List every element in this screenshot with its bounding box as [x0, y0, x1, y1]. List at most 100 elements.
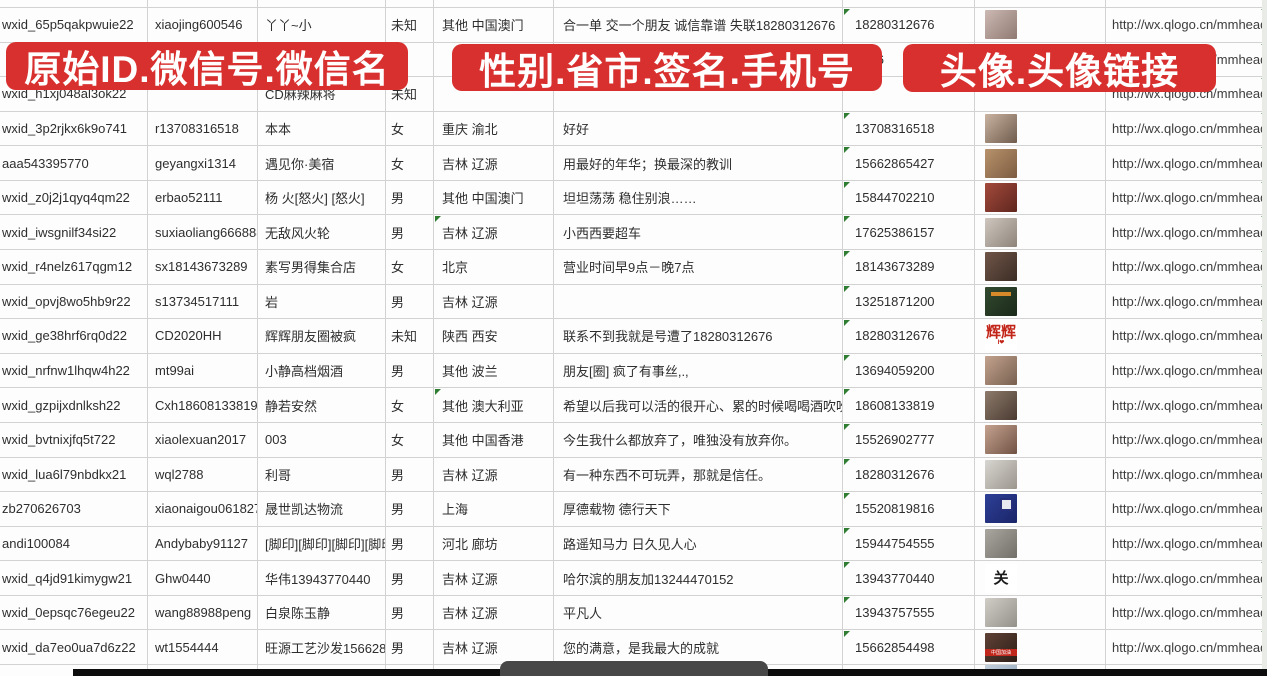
cell-wxid[interactable]: wxid_65p5qakpwuie22: [0, 8, 148, 42]
cell-avatar-link[interactable]: http://wx.qlogo.cn/mmhead: [1106, 458, 1267, 492]
cell-avatar[interactable]: 关: [975, 561, 1106, 595]
cell-gender[interactable]: 男: [386, 630, 434, 664]
cell-wechat-name[interactable]: 岩: [258, 284, 386, 319]
cell-region[interactable]: 北京: [434, 250, 554, 284]
cell-gender[interactable]: [386, 42, 434, 77]
cell-wechat-account[interactable]: sx18143673289: [148, 250, 258, 284]
cell-wxid[interactable]: wxid_gzpijxdnlksh22: [0, 388, 148, 422]
cell-phone[interactable]: 15662865427: [843, 146, 975, 180]
cell-signature[interactable]: 用最好的年华；换最深的教训: [554, 146, 843, 180]
cell-avatar[interactable]: [975, 595, 1106, 630]
cell-wxid[interactable]: wxid_q4jd91kimygw21: [0, 561, 148, 595]
cell-avatar-link[interactable]: http://wx.qlogo.cn/mmhead: [1106, 319, 1267, 353]
cell-signature[interactable]: 营业时间早9点－晚7点: [554, 250, 843, 284]
cell-region[interactable]: [434, 77, 554, 111]
cell-region[interactable]: 其他 中国澳门: [434, 8, 554, 42]
cell-wxid[interactable]: wxid_r4nelz617qgm12: [0, 250, 148, 284]
cell-wxid[interactable]: wxid_lua6l79nbdkx21: [0, 457, 148, 492]
cell-region[interactable]: 其他 中国香港: [434, 422, 554, 457]
cell-gender[interactable]: 女: [386, 422, 434, 457]
cell-phone[interactable]: 15662854498: [843, 630, 975, 664]
cell-wechat-name[interactable]: 辉辉朋友圈被疯: [258, 319, 386, 353]
cell-avatar-link[interactable]: http://wx.qlogo.cn/mmhead: [1106, 423, 1267, 457]
cell-phone[interactable]: 18143673289: [843, 250, 975, 284]
cell-avatar[interactable]: [975, 146, 1106, 180]
cell-wechat-account[interactable]: xiaojing600546: [148, 8, 258, 42]
cell-wechat-name[interactable]: 白泉陈玉静: [258, 595, 386, 630]
cell-avatar[interactable]: [975, 388, 1106, 422]
cell-wechat-account[interactable]: wt1554444: [148, 630, 258, 664]
cell-region[interactable]: 吉林 辽源: [434, 457, 554, 492]
cell-avatar-link[interactable]: http://wx.qlogo.cn/mmhead: [1106, 285, 1267, 319]
cell-wxid[interactable]: wxid_bvtnixjfq5t722: [0, 422, 148, 457]
cell-wechat-name[interactable]: 无敌风火轮: [258, 215, 386, 250]
cell-wxid[interactable]: wxid_3p2rjkx6k9o741: [0, 111, 148, 146]
cell-wxid[interactable]: wxid_ge38hrf6rq0d22: [0, 319, 148, 353]
cell-wechat-account[interactable]: suxiaoliang666888: [148, 215, 258, 250]
cell-avatar[interactable]: [975, 492, 1106, 526]
cell-gender[interactable]: 女: [386, 250, 434, 284]
cell-region[interactable]: 吉林 辽源: [434, 146, 554, 180]
cell-avatar[interactable]: [975, 180, 1106, 215]
cell-avatar-link[interactable]: http://wx.qlogo.cn/mmhead: [1106, 181, 1267, 215]
cell-wechat-name[interactable]: 旺源工艺沙发15662854: [258, 630, 386, 664]
cell-avatar-link[interactable]: http://wx.qlogo.cn/mmhead: [1106, 354, 1267, 388]
cell-wxid[interactable]: wxid_iwsgnilf34si22: [0, 215, 148, 250]
cell-region[interactable]: 吉林 辽源: [434, 595, 554, 630]
cell-signature[interactable]: 有一种东西不可玩弄，那就是信任。: [554, 457, 843, 492]
cell-wechat-account[interactable]: [148, 77, 258, 111]
cell-phone[interactable]: 18280312676: [843, 8, 975, 42]
cell-wechat-account[interactable]: wang88988peng: [148, 595, 258, 630]
cell-phone[interactable]: [843, 77, 975, 111]
cell-avatar[interactable]: [975, 250, 1106, 284]
cell-wechat-name[interactable]: 静若安然: [258, 388, 386, 422]
cell-phone[interactable]: 17625386157: [843, 215, 975, 250]
cell-signature[interactable]: 联系不到我就是号遭了18280312676: [554, 319, 843, 353]
cell-wechat-account[interactable]: erbao52111: [148, 180, 258, 215]
cell-phone[interactable]: 18280312676: [843, 457, 975, 492]
cell-avatar-link[interactable]: http://wx.qlogo.cn/mmhead: [1106, 146, 1267, 180]
cell-wechat-name[interactable]: 遇见你·美宿: [258, 146, 386, 180]
cell-phone[interactable]: 13943770440: [843, 561, 975, 595]
cell-wechat-account[interactable]: Andybaby91127: [148, 526, 258, 561]
cell-avatar-link[interactable]: http://wx.qlogo.cn/mmhead: [1106, 388, 1267, 422]
cell-gender[interactable]: 男: [386, 492, 434, 526]
cell-region[interactable]: 吉林 辽源: [434, 630, 554, 664]
cell-phone[interactable]: 15526902777: [843, 422, 975, 457]
cell-wxid[interactable]: aaa543395770: [0, 146, 148, 180]
cell-signature[interactable]: 小西西要超车: [554, 215, 843, 250]
cell-region[interactable]: 吉林 辽源: [434, 561, 554, 595]
cell-phone[interactable]: 13708316518: [843, 111, 975, 146]
cell-signature[interactable]: [554, 77, 843, 111]
cell-wechat-account[interactable]: geyangxi1314: [148, 146, 258, 180]
cell-wxid[interactable]: wxid_h1xj048al3ok22: [0, 77, 148, 111]
cell-gender[interactable]: 女: [386, 388, 434, 422]
cell-phone[interactable]: 15844702210: [843, 180, 975, 215]
cell-gender[interactable]: 男: [386, 526, 434, 561]
cell-phone[interactable]: 18608133819: [843, 388, 975, 422]
cell-avatar-link[interactable]: http://wx.qlogo.cn/mmhead: [1106, 215, 1267, 249]
cell-wechat-name[interactable]: 003: [258, 422, 386, 457]
cell-phone[interactable]: 15944754555: [843, 526, 975, 561]
cell-signature[interactable]: 厚德载物 德行天下: [554, 492, 843, 526]
cell-region[interactable]: 吉林 辽源: [434, 215, 554, 250]
cell-wechat-name[interactable]: 利哥: [258, 457, 386, 492]
cell-gender[interactable]: 女: [386, 146, 434, 180]
cell-wxid[interactable]: wxid_da7eo0ua7d6z22: [0, 630, 148, 664]
cell-avatar[interactable]: 中国加油: [975, 630, 1106, 664]
cell-signature[interactable]: 朋友[圈] 疯了有事丝,.,: [554, 353, 843, 388]
cell-wechat-account[interactable]: CD2020HH: [148, 319, 258, 353]
cell-wechat-account[interactable]: xiaolexuan2017: [148, 422, 258, 457]
cell-avatar-link[interactable]: http://wx.qlogo.cn/mmhead: [1106, 596, 1267, 630]
cell-gender[interactable]: 男: [386, 180, 434, 215]
cell-phone[interactable]: 18280312676: [843, 319, 975, 353]
cell-wechat-name[interactable]: 晟世凯达物流: [258, 492, 386, 526]
cell-gender[interactable]: 男: [386, 353, 434, 388]
cell-avatar-link[interactable]: http://wx.qlogo.cn/mmhead: [1106, 250, 1267, 284]
cell-avatar-link[interactable]: http://wx.qlogo.cn/mmhead: [1106, 527, 1267, 561]
cell-region[interactable]: 陕西 西安: [434, 319, 554, 353]
cell-signature[interactable]: 哈尔滨的朋友加13244470152: [554, 561, 843, 595]
cell-wechat-name[interactable]: 华伟13943770440: [258, 561, 386, 595]
cell-avatar[interactable]: [975, 111, 1106, 146]
cell-wechat-name[interactable]: 本本: [258, 111, 386, 146]
